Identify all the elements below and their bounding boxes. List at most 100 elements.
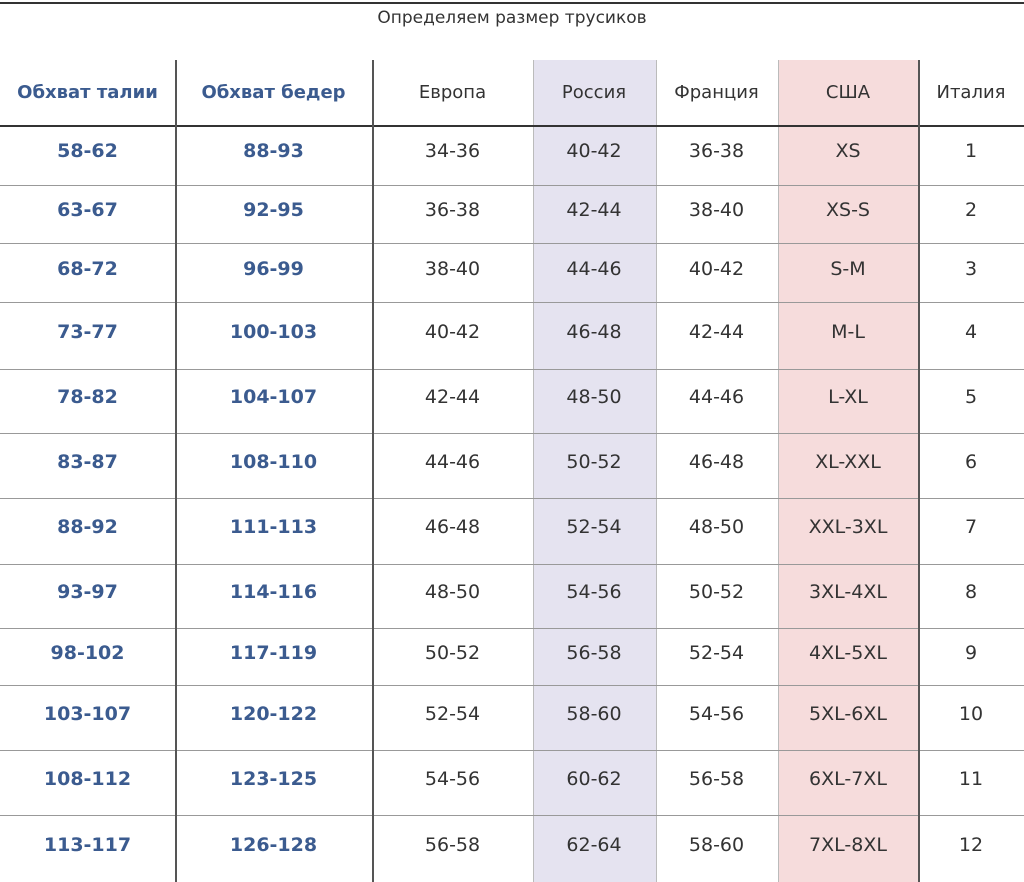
table-cell: 46-48: [566, 320, 622, 343]
table-title: Определяем размер трусиков: [377, 8, 647, 28]
table-cell: 44-46: [566, 257, 622, 280]
row-divider: [0, 369, 1024, 370]
column-header: Франция: [674, 82, 759, 103]
table-cell: 58-60: [566, 702, 622, 725]
row-divider: [0, 185, 1024, 186]
table-cell: 42-44: [424, 386, 481, 408]
table-cell: 7: [964, 516, 978, 538]
table-cell: 12: [958, 833, 984, 856]
table-cell: 36-38: [688, 140, 745, 162]
table-cell: 9: [964, 641, 978, 664]
top-border: [0, 2, 1024, 4]
table-cell: 78-82: [57, 386, 118, 408]
row-divider: [0, 302, 1024, 303]
table-cell: 63-67: [57, 199, 118, 221]
table-cell: 88-93: [243, 140, 304, 162]
table-cell: XL-XXL: [815, 450, 881, 473]
table-cell: 46-48: [424, 516, 481, 538]
table-cell: 44-46: [424, 450, 481, 473]
row-divider: [0, 243, 1024, 244]
table-cell: 50-52: [424, 641, 481, 664]
table-cell: 36-38: [424, 199, 481, 221]
table-cell: 56-58: [424, 833, 481, 856]
table-cell: 58-62: [57, 140, 118, 162]
table-cell: 40-42: [566, 140, 622, 162]
usa-column-shade: [778, 60, 920, 882]
column-header: Обхват талии: [17, 82, 158, 103]
column-divider: [175, 60, 177, 882]
table-cell: 42-44: [566, 199, 622, 221]
table-cell: 98-102: [50, 641, 125, 664]
table-cell: 1: [964, 140, 978, 162]
row-divider: [0, 433, 1024, 434]
table-cell: 58-60: [688, 833, 745, 856]
table-cell: 56-58: [566, 641, 622, 664]
table-cell: 100-103: [229, 320, 318, 343]
column-header: Европа: [418, 82, 487, 103]
row-divider: [0, 628, 1024, 629]
column-header: Обхват бедер: [201, 82, 346, 103]
table-cell: 6: [964, 450, 978, 473]
table-cell: 56-58: [688, 767, 745, 790]
table-cell: 42-44: [688, 320, 745, 343]
column-divider: [372, 60, 374, 882]
row-divider: [0, 815, 1024, 816]
table-cell: 3: [964, 257, 978, 280]
table-cell: 52-54: [688, 641, 745, 664]
column-header: Россия: [561, 82, 627, 103]
table-cell: 6XL-7XL: [809, 767, 887, 790]
table-cell: XS-S: [826, 199, 870, 221]
table-cell: 120-122: [229, 702, 318, 725]
column-divider: [918, 60, 920, 882]
table-cell: 50-52: [688, 581, 745, 603]
table-cell: 11: [958, 767, 984, 790]
table-cell: 5XL-6XL: [809, 702, 887, 725]
table-cell: 123-125: [229, 767, 318, 790]
row-divider: [0, 498, 1024, 499]
table-cell: 8: [964, 581, 978, 603]
table-cell: 73-77: [57, 320, 118, 343]
table-cell: 3XL-4XL: [809, 581, 887, 603]
table-cell: 103-107: [43, 702, 132, 725]
table-cell: 54-56: [424, 767, 481, 790]
column-header: Италия: [936, 82, 1006, 103]
table-cell: 4: [964, 320, 978, 343]
table-cell: 38-40: [424, 257, 481, 280]
table-cell: 2: [964, 199, 978, 221]
table-cell: 50-52: [566, 450, 622, 473]
table-cell: 34-36: [424, 140, 481, 162]
table-cell: 62-64: [566, 833, 622, 856]
table-cell: 48-50: [566, 386, 622, 408]
row-divider: [0, 750, 1024, 751]
table-cell: L-XL: [828, 386, 868, 408]
table-cell: 60-62: [566, 767, 622, 790]
table-cell: 44-46: [688, 386, 745, 408]
table-cell: 96-99: [243, 257, 304, 280]
table-cell: 117-119: [229, 641, 318, 664]
table-cell: 48-50: [688, 516, 745, 538]
table-cell: 113-117: [43, 833, 132, 856]
row-divider: [0, 564, 1024, 565]
table-cell: 108-110: [229, 450, 318, 473]
table-cell: 104-107: [229, 386, 318, 408]
column-header: США: [825, 82, 871, 103]
table-cell: 92-95: [243, 199, 304, 221]
table-cell: 52-54: [566, 516, 622, 538]
table-cell: 52-54: [424, 702, 481, 725]
table-cell: 48-50: [424, 581, 481, 603]
russia-column-shade: [533, 60, 657, 882]
table-cell: 46-48: [688, 450, 745, 473]
table-cell: 68-72: [57, 257, 118, 280]
table-cell: 40-42: [688, 257, 745, 280]
row-divider: [0, 125, 1024, 127]
table-cell: 54-56: [566, 581, 622, 603]
table-cell: 83-87: [57, 450, 118, 473]
table-cell: 40-42: [424, 320, 481, 343]
table-cell: 88-92: [57, 516, 118, 538]
table-cell: XS: [835, 140, 861, 162]
table-cell: 38-40: [688, 199, 745, 221]
table-cell: XXL-3XL: [808, 516, 888, 538]
row-divider: [0, 685, 1024, 686]
table-cell: 7XL-8XL: [809, 833, 887, 856]
